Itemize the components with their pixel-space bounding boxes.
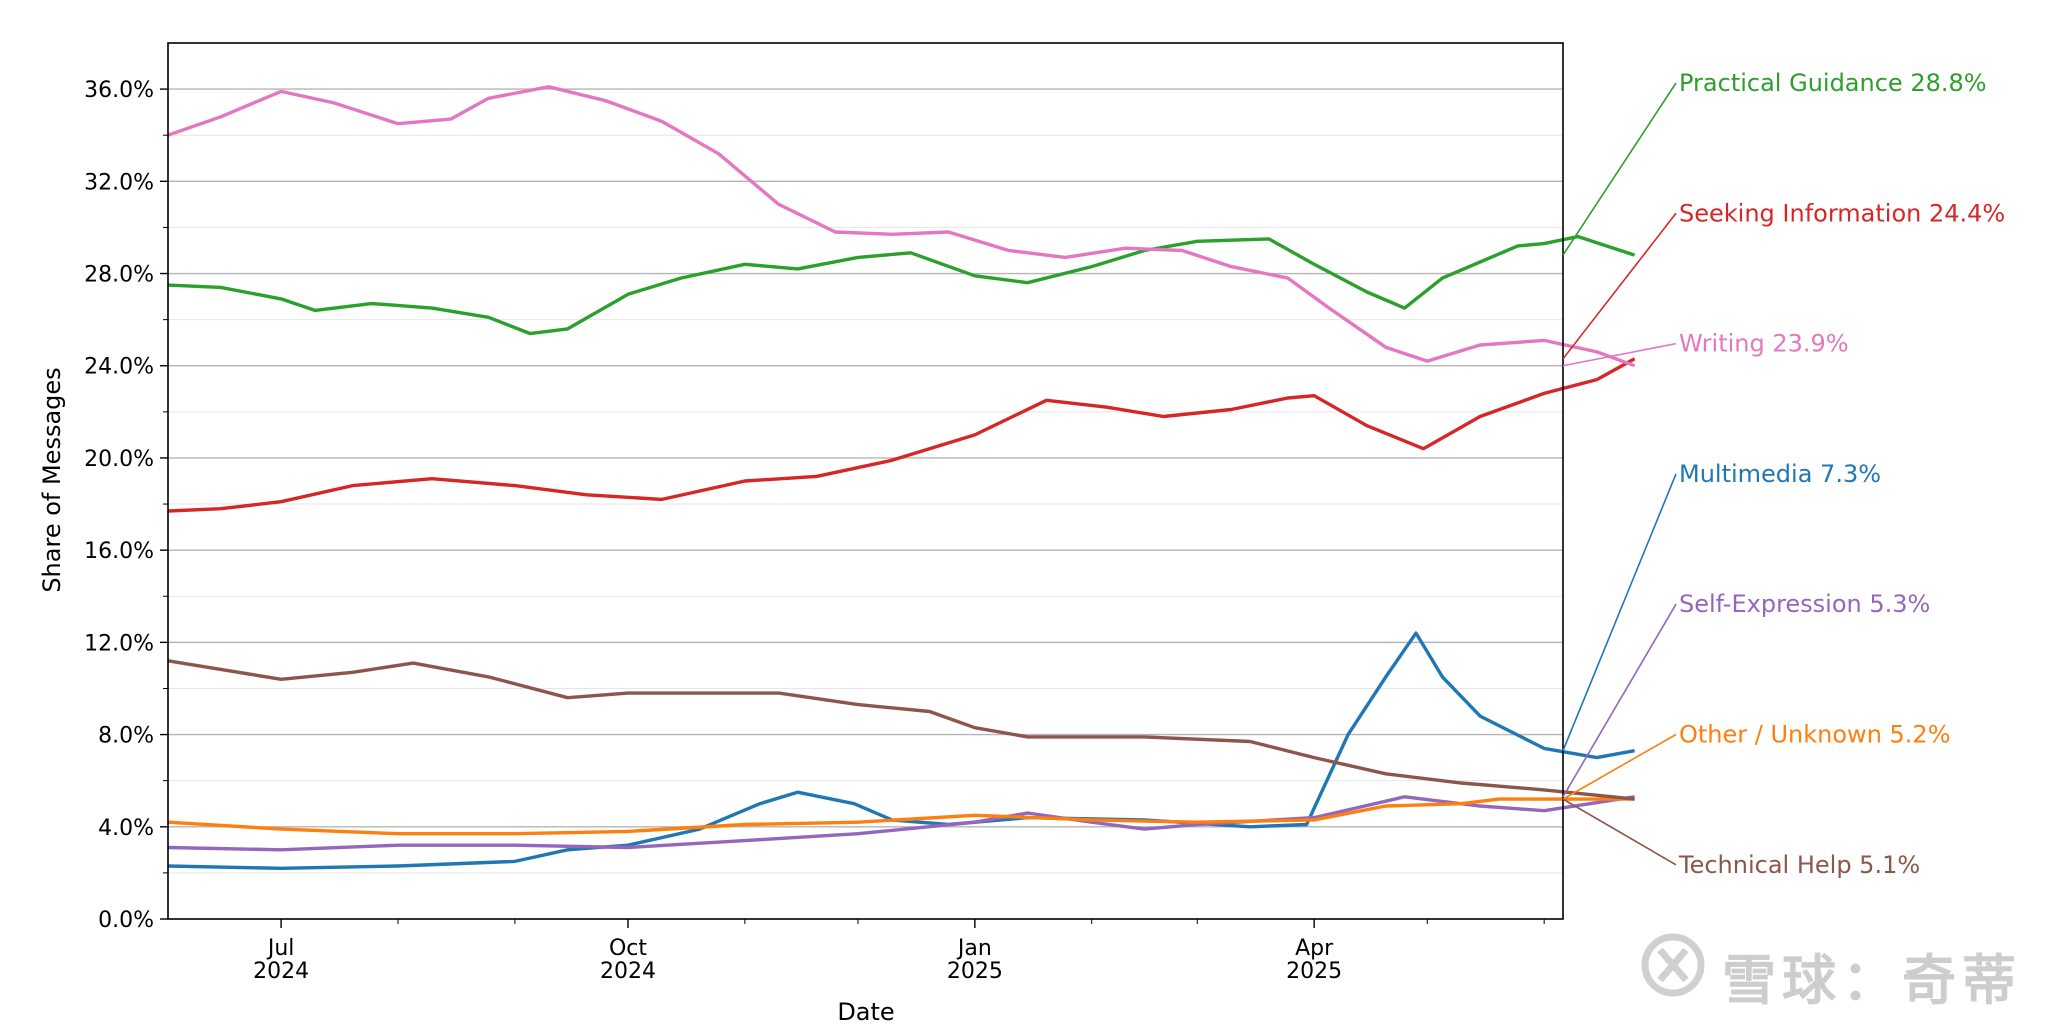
x-axis-title: Date bbox=[837, 998, 894, 1026]
series-line-technical-help bbox=[167, 659, 1635, 801]
x-tick-label-year: 2024 bbox=[600, 959, 656, 984]
series-line-other-unknown bbox=[167, 797, 1635, 836]
series-line-self-expression bbox=[167, 795, 1635, 852]
y-tick-label: 12.0% bbox=[84, 631, 154, 656]
x-tick-label-month: Jan bbox=[956, 936, 992, 961]
end-label: Other / Unknown 5.2% bbox=[1679, 721, 1951, 749]
x-tick-label-year: 2025 bbox=[947, 959, 1003, 984]
end-label-connector bbox=[1562, 798, 1677, 866]
y-axis-ticks: 0.0% 4.0% 8.0% 12.0% 16.0% 20.0% 24.0% 28.0% 32.… bbox=[84, 78, 168, 933]
y-tick-label: 16.0% bbox=[84, 539, 154, 564]
x-tick-label-month: Oct bbox=[609, 936, 647, 961]
end-label: Writing 23.9% bbox=[1679, 330, 1849, 358]
end-label: Seeking Information 24.4% bbox=[1679, 199, 2005, 227]
grid-lines bbox=[168, 42, 1563, 874]
y-tick-label: 0.0% bbox=[98, 908, 154, 933]
end-label-connector bbox=[1562, 82, 1677, 256]
end-label: Practical Guidance 28.8% bbox=[1679, 69, 1987, 97]
watermark-text: 雪球：奇蒂 bbox=[1722, 949, 2022, 1012]
x-tick-label-month: Jul bbox=[266, 936, 295, 961]
end-label: Technical Help 5.1% bbox=[1678, 851, 1920, 879]
series-lines bbox=[167, 85, 1636, 870]
series-end-labels: Practical Guidance 28.8% Seeking Informat… bbox=[1562, 69, 2005, 879]
end-label: Self-Expression 5.3% bbox=[1679, 590, 1930, 618]
series-line-seeking-information bbox=[167, 357, 1636, 513]
y-tick-label: 36.0% bbox=[84, 78, 154, 103]
series-line-writing bbox=[167, 85, 1636, 368]
y-tick-label: 28.0% bbox=[84, 263, 154, 288]
watermark-logo bbox=[1641, 933, 1705, 997]
plot-frame bbox=[167, 42, 1564, 920]
y-tick-label: 8.0% bbox=[98, 724, 154, 749]
end-label-connector bbox=[1562, 212, 1677, 360]
end-label-connector bbox=[1562, 342, 1677, 367]
y-tick-label: 24.0% bbox=[84, 355, 154, 380]
end-label-connector bbox=[1562, 603, 1677, 798]
end-label: Multimedia 7.3% bbox=[1679, 460, 1881, 488]
x-tick-label-month: Apr bbox=[1295, 936, 1334, 961]
axes bbox=[167, 42, 1564, 920]
series-line-practical-guidance bbox=[167, 234, 1636, 336]
y-tick-label: 32.0% bbox=[84, 170, 154, 195]
y-axis-title: Share of Messages bbox=[38, 367, 66, 592]
y-tick-label: 4.0% bbox=[98, 816, 154, 841]
end-label-connector bbox=[1562, 473, 1677, 752]
y-tick-label: 20.0% bbox=[84, 447, 154, 472]
x-tick-label-year: 2024 bbox=[253, 959, 309, 984]
end-label-connector bbox=[1562, 733, 1677, 800]
x-tick-label-year: 2025 bbox=[1286, 959, 1342, 984]
